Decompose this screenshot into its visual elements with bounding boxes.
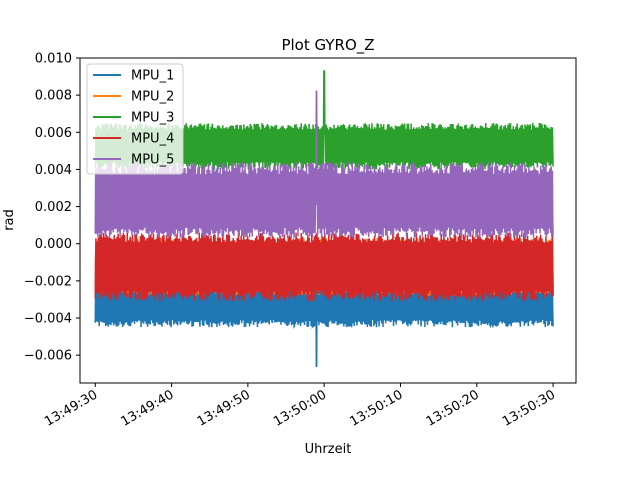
- x-axis-label: Uhrzeit: [305, 442, 352, 457]
- chart-title: Plot GYRO_Z: [281, 36, 374, 55]
- y-tick-label: −0.004: [24, 312, 72, 327]
- legend-label-mpu_4: MPU_4: [131, 132, 174, 147]
- legend-label-mpu_2: MPU_2: [131, 90, 174, 105]
- y-tick-label: 0.010: [35, 52, 72, 67]
- y-tick-label: 0.002: [35, 200, 72, 215]
- legend-label-mpu_1: MPU_1: [131, 69, 174, 84]
- y-tick-label: 0.004: [35, 163, 72, 178]
- plot-frame: [79, 57, 577, 384]
- y-axis: −0.006 −0.004 −0.002 0.000 0.002 0.004 0.006 0.…: [24, 52, 80, 364]
- y-tick-label: 0.008: [35, 89, 72, 104]
- legend-label-mpu_3: MPU_3: [131, 111, 174, 126]
- series-line-mpu_4: [94, 232, 554, 302]
- y-axis-label: rad: [2, 209, 17, 231]
- series-line-mpu_5: [94, 90, 554, 239]
- legend: MPU_1 MPU_2 MPU_3 MPU_4 MPU_5: [86, 63, 184, 175]
- y-tick-label: −0.006: [24, 349, 72, 364]
- y-tick-label: −0.002: [24, 274, 72, 289]
- legend-label-mpu_5: MPU_5: [131, 153, 174, 168]
- y-tick-label: 0.006: [35, 126, 72, 141]
- y-tick-label: 0.000: [35, 237, 72, 252]
- legend-box: [86, 63, 184, 175]
